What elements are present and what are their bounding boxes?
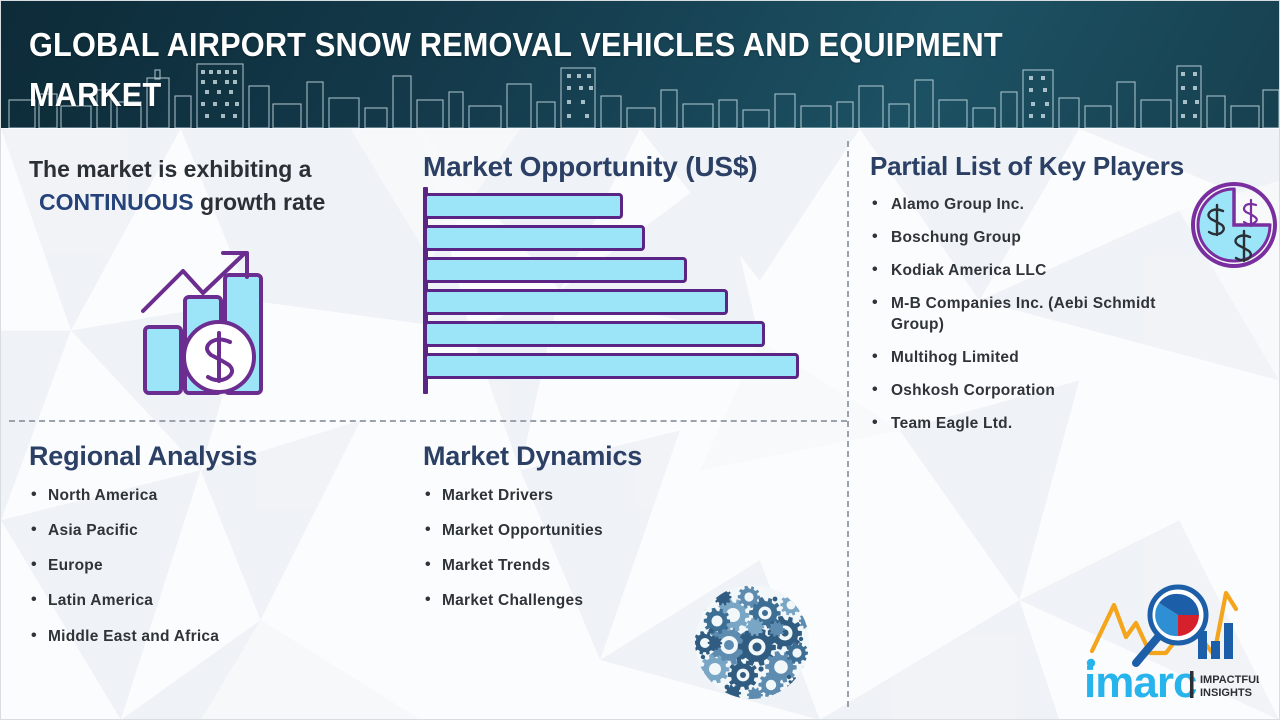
regional-analysis-panel: Regional Analysis North America Asia Pac… (29, 441, 409, 662)
tagline-line-2-rest: growth rate (193, 188, 326, 215)
list-item: Market Drivers (423, 485, 823, 506)
list-item: Alamo Group Inc. (870, 194, 1270, 215)
bar-1 (424, 193, 623, 219)
key-players-panel: Partial List of Key Players Alamo Group … (870, 151, 1270, 447)
growth-bar-chart-dollar-icon (141, 251, 263, 395)
header-banner: GLOBAL AIRPORT SNOW REMOVAL VEHICLES AND… (1, 1, 1279, 128)
list-item: Market Opportunities (423, 520, 823, 541)
vertical-divider (847, 141, 849, 707)
tagline-block: The market is exhibiting a CONTINUOUS gr… (29, 153, 419, 218)
list-item: Multihog Limited (870, 347, 1270, 368)
market-opportunity-panel: Market Opportunity (US$) (423, 151, 843, 399)
bar-chart (423, 187, 823, 399)
list-item: Middle East and Africa (29, 626, 409, 647)
gears-cluster-icon (695, 585, 809, 699)
tagline-line-2: CONTINUOUS growth rate (29, 186, 419, 219)
pie-chart-dollar-icon (1191, 182, 1277, 268)
regional-analysis-heading: Regional Analysis (29, 441, 258, 471)
tagline-highlight: CONTINUOUS (39, 188, 194, 215)
list-item: Latin America (29, 590, 409, 611)
list-item: Europe (29, 555, 409, 576)
skyline-icon (8, 63, 1279, 128)
logo-dot (1086, 658, 1096, 668)
key-players-heading: Partial List of Key Players (870, 151, 1184, 181)
logo-trendline (1089, 590, 1239, 658)
logo-wordmark: imarc (1084, 658, 1197, 704)
market-dynamics-panel: Market Dynamics Market Drivers Market Op… (423, 441, 823, 627)
regional-analysis-list: North America Asia Pacific Europe Latin … (29, 485, 409, 647)
bar-6 (424, 353, 799, 379)
list-item: Market Trends (423, 555, 823, 576)
logo-tagline-line-1: IMPACTFUL (1200, 674, 1259, 686)
page-title: GLOBAL AIRPORT SNOW REMOVAL VEHICLES AND… (29, 26, 1003, 113)
horizontal-divider (9, 420, 847, 422)
bar-4 (424, 289, 728, 315)
list-item: Boschung Group (870, 227, 1270, 248)
chart-title: Market Opportunity (US$) (423, 151, 758, 182)
bar-5 (424, 321, 766, 347)
key-players-list: Alamo Group Inc. Boschung Group Kodiak A… (870, 194, 1270, 434)
list-item: Oshkosh Corporation (870, 380, 1270, 401)
imarc-logo: imarc IMPACTFUL INSIGHTS (1084, 584, 1259, 704)
tagline-line-1: The market is exhibiting a (29, 156, 312, 182)
market-dynamics-heading: Market Dynamics (423, 441, 643, 471)
list-item: North America (29, 485, 409, 506)
logo-tagline-line-2: INSIGHTS (1200, 687, 1252, 699)
list-item: Team Eagle Ltd. (870, 413, 1270, 434)
list-item: Asia Pacific (29, 520, 409, 541)
list-item: M-B Companies Inc. (Aebi Schmidt Group) (870, 293, 1190, 334)
bar-2 (424, 225, 646, 251)
market-dynamics-list: Market Drivers Market Opportunities Mark… (423, 485, 823, 612)
bar-3 (424, 257, 687, 283)
list-item: Kodiak America LLC (870, 260, 1270, 281)
list-item: Market Challenges (423, 590, 823, 611)
